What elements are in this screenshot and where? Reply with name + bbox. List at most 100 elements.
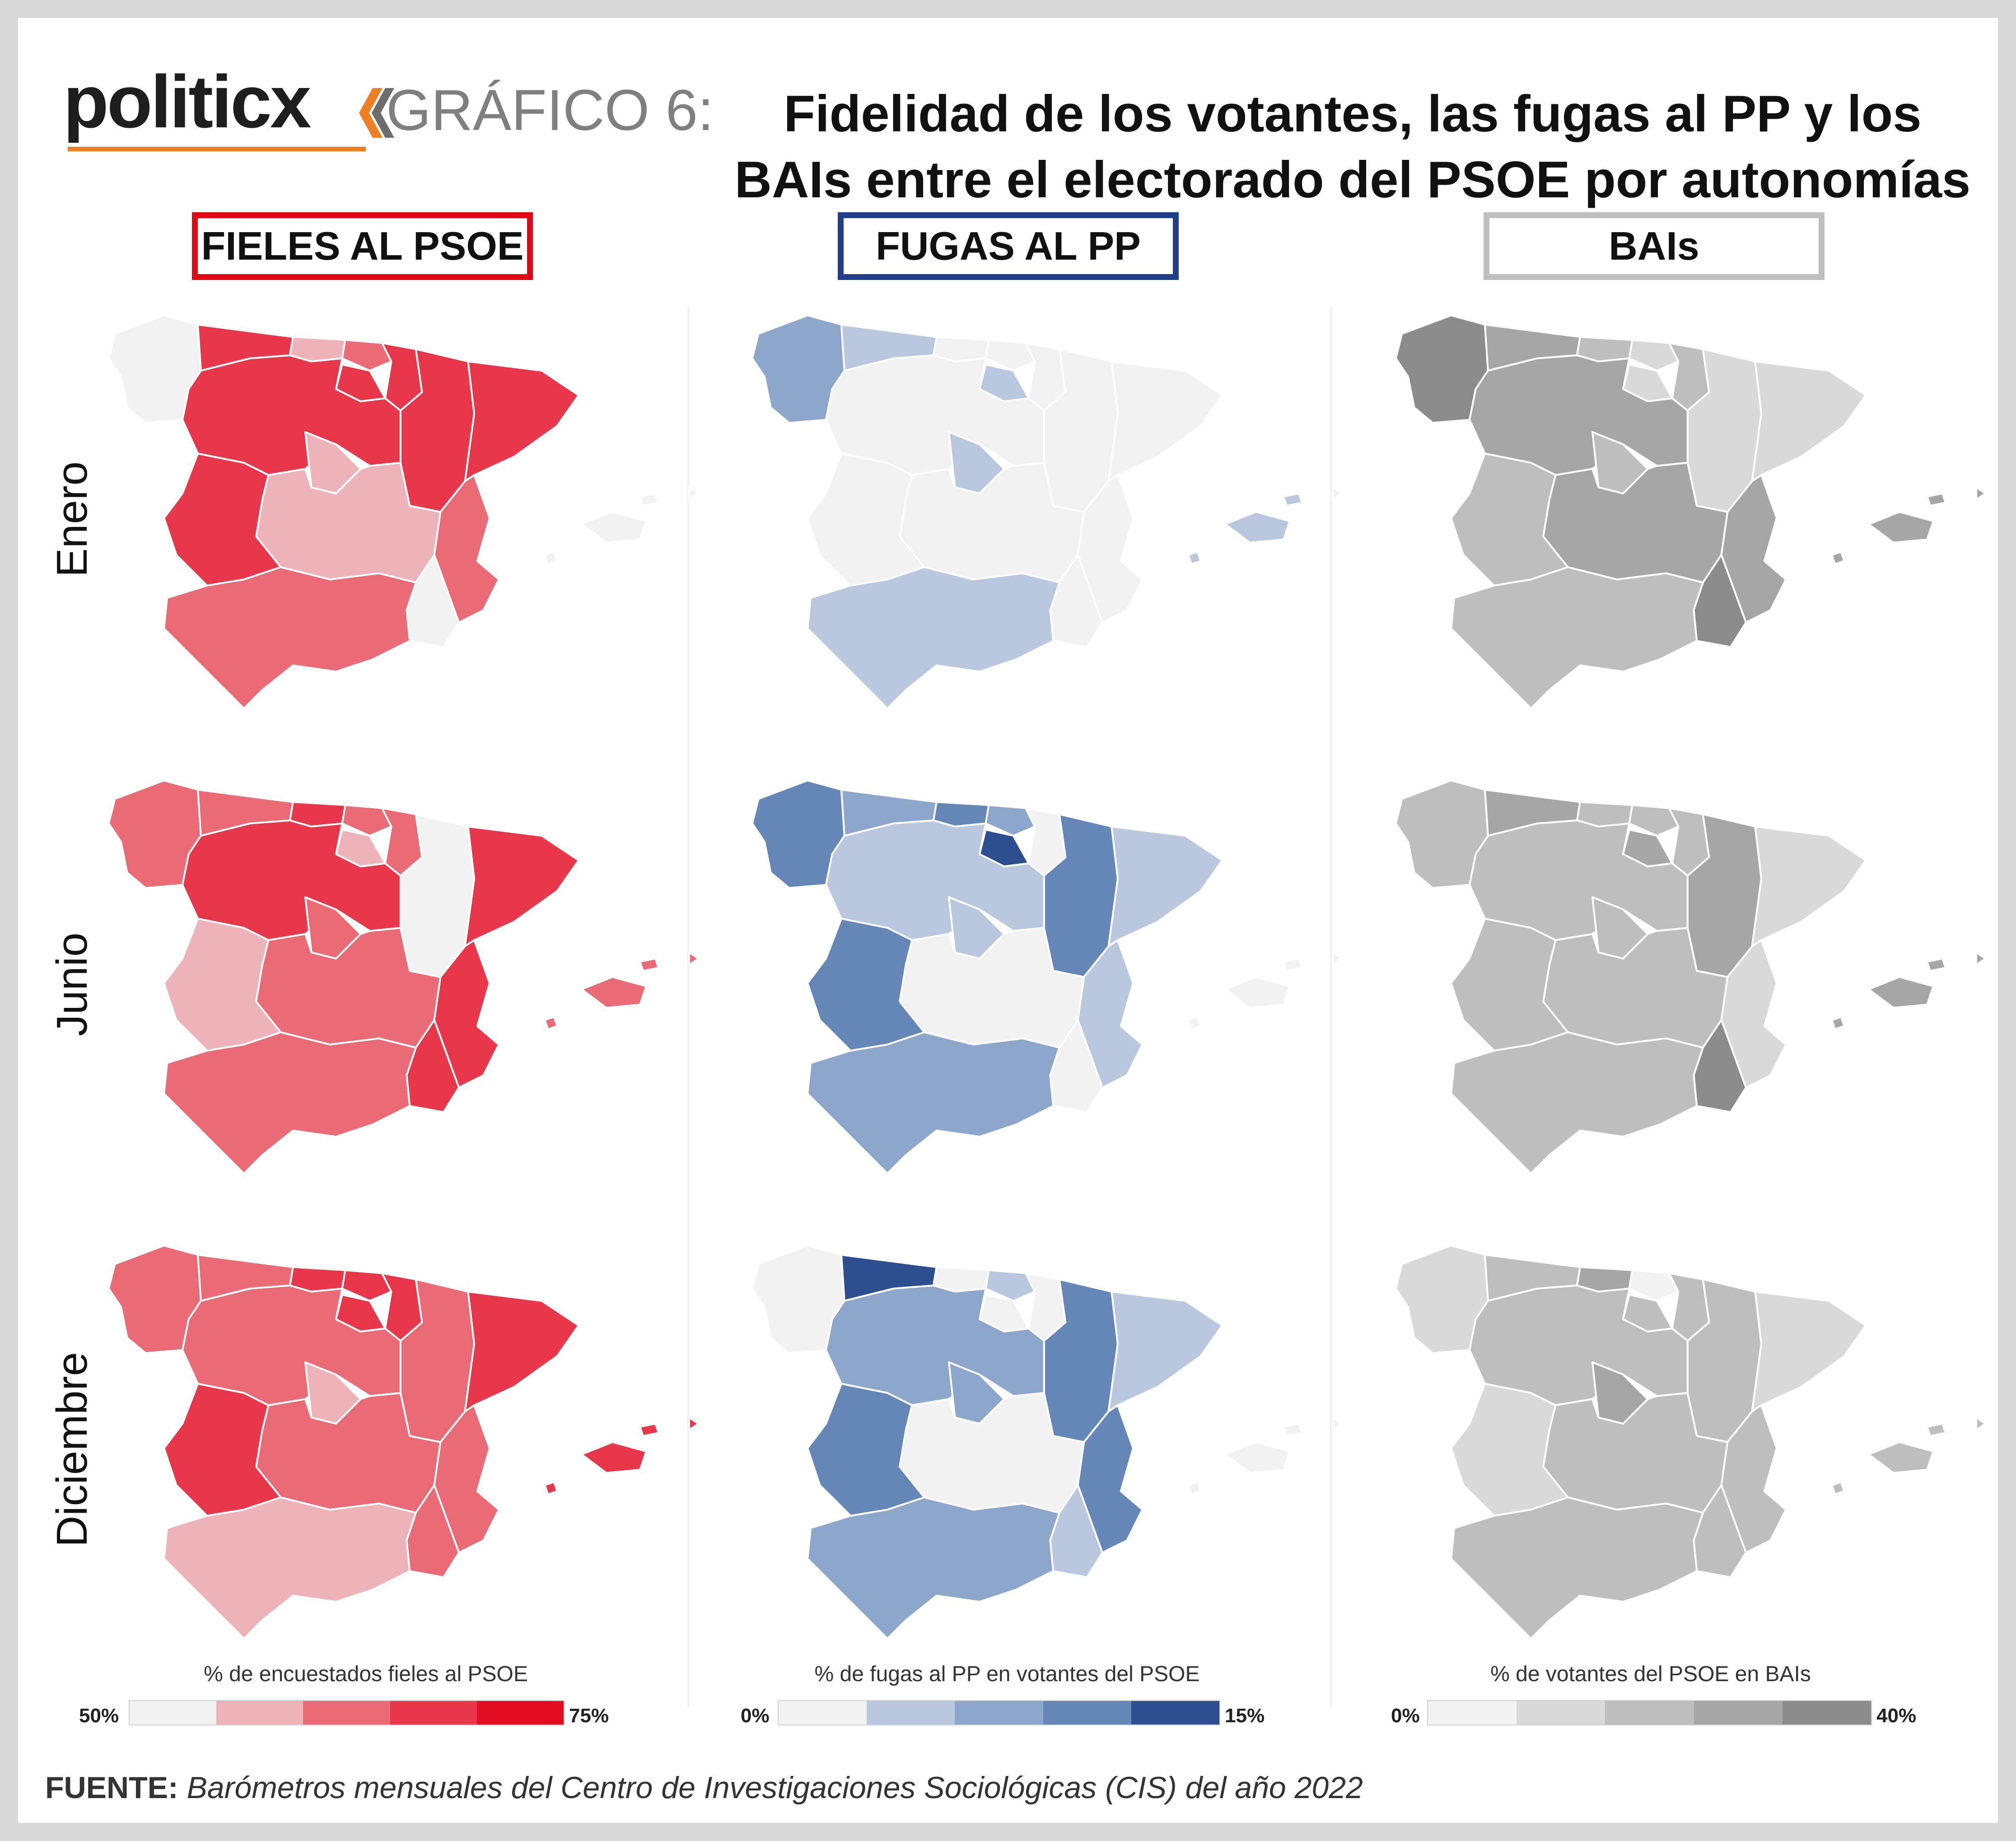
region-valencia (1077, 1404, 1143, 1554)
map-bais-enero (1395, 314, 1987, 709)
region-pais-vasco (1628, 804, 1680, 837)
region-baleares (1831, 957, 1947, 1030)
region-cataluna (464, 825, 580, 947)
chart-number: GRÁFICO 6: (386, 78, 714, 143)
chart-title: Fidelidad de los votantes, las fugas al … (734, 85, 1971, 209)
map-bais-junio (1395, 779, 1987, 1175)
region-cataluna (1107, 825, 1223, 947)
region-baleares (544, 957, 660, 1030)
region-baleares (1831, 1422, 1947, 1496)
region-canarias (1975, 951, 1987, 966)
region-andalucia (163, 1496, 417, 1640)
legend-swatch (955, 1701, 1043, 1724)
column-separator (687, 307, 689, 1707)
legend-swatch (1694, 1701, 1783, 1724)
source-text: Barómetros mensuales del Centro de Inves… (187, 1771, 1363, 1805)
region-pais-vasco (341, 339, 392, 372)
legend-min-bais: 0% (1391, 1705, 1420, 1727)
region-canarias (688, 951, 700, 966)
column-separator (1330, 307, 1332, 1707)
region-valencia (433, 474, 500, 624)
region-baleares (544, 1422, 660, 1496)
column-header-bais: BAIs (1484, 212, 1825, 280)
region-andalucia (1450, 566, 1704, 709)
logo-chevron-icon (359, 88, 394, 138)
column-header-fieles: FIELES AL PSOE (192, 212, 533, 280)
politicx-logo: politicx (63, 59, 394, 163)
map-fugas-enero (751, 314, 1343, 709)
legend-swatch (867, 1701, 955, 1724)
map-fugas-junio (751, 779, 1343, 1175)
legend-swatch (216, 1701, 303, 1724)
region-valencia (1077, 939, 1143, 1089)
region-pais-vasco (1628, 339, 1680, 372)
region-andalucia (807, 566, 1060, 709)
source-label: FUENTE: (45, 1771, 178, 1805)
legend-swatch (1428, 1701, 1517, 1724)
legend-swatch (1131, 1701, 1220, 1724)
region-baleares (1187, 1422, 1303, 1496)
legend-max-fieles: 75% (569, 1705, 609, 1727)
legend-max-fugas: 15% (1225, 1705, 1265, 1727)
region-baleares (544, 492, 660, 565)
legend-min-fugas: 0% (741, 1705, 770, 1727)
region-pais-vasco (341, 1269, 392, 1302)
region-cataluna (1107, 360, 1223, 482)
region-cataluna (1107, 1291, 1223, 1412)
region-cataluna (1751, 825, 1867, 947)
map-fieles-junio (107, 779, 700, 1175)
figure-card: politicx GRÁFICO 6: Fidelidad de los vot… (18, 18, 1998, 1823)
logo-underline (68, 147, 366, 151)
region-canarias (1331, 1417, 1343, 1431)
legend-swatch (130, 1701, 217, 1724)
region-andalucia (1450, 1031, 1704, 1175)
region-valencia (1720, 1404, 1787, 1554)
region-valencia (1720, 474, 1787, 624)
region-baleares (1831, 492, 1947, 565)
legend-max-bais: 40% (1876, 1705, 1917, 1727)
region-valencia (433, 939, 500, 1089)
region-pais-vasco (985, 804, 1036, 837)
region-cataluna (464, 360, 580, 482)
region-pais-vasco (985, 339, 1036, 372)
region-canarias (1331, 951, 1343, 966)
legend-title-bais: % de votantes del PSOE en BAIs (1490, 1662, 1811, 1686)
region-cataluna (464, 1291, 580, 1412)
legend-scale-bais (1427, 1700, 1872, 1725)
legend-title-fieles: % de encuestados fieles al PSOE (204, 1662, 528, 1686)
region-pais-vasco (1628, 1269, 1680, 1302)
legend-swatch (1605, 1701, 1694, 1724)
region-andalucia (163, 566, 417, 709)
region-baleares (1187, 957, 1303, 1030)
region-baleares (1187, 492, 1303, 565)
logo-text: politicx (63, 60, 312, 143)
region-canarias (1331, 486, 1343, 501)
region-valencia (1720, 939, 1787, 1089)
map-fieles-diciembre (107, 1244, 700, 1640)
region-canarias (688, 1417, 700, 1431)
legend-swatch (390, 1701, 477, 1724)
legend-title-fugas: % de fugas al PP en votantes del PSOE (814, 1662, 1200, 1686)
legend-min-fieles: 50% (79, 1705, 119, 1727)
legend-swatch (1043, 1701, 1131, 1724)
region-andalucia (163, 1031, 417, 1175)
region-canarias (688, 486, 700, 501)
region-cataluna (1751, 360, 1867, 482)
map-bais-diciembre (1395, 1244, 1987, 1640)
region-valencia (433, 1404, 500, 1554)
source-note: FUENTE: Barómetros mensuales del Centro … (45, 1770, 1363, 1805)
legend-swatch (303, 1701, 390, 1724)
column-header-fugas: FUGAS AL PP (838, 212, 1179, 280)
legend-swatch (476, 1701, 564, 1724)
legend-scale-fugas (778, 1700, 1220, 1725)
region-pais-vasco (985, 1269, 1036, 1302)
map-fugas-diciembre (751, 1244, 1343, 1640)
legend-swatch (1517, 1701, 1605, 1724)
region-andalucia (1450, 1496, 1704, 1640)
region-andalucia (807, 1496, 1060, 1640)
legend-swatch (779, 1701, 867, 1724)
legend-scale-fieles (129, 1700, 565, 1725)
region-andalucia (807, 1031, 1060, 1175)
region-cataluna (1751, 1291, 1867, 1412)
region-valencia (1077, 474, 1143, 624)
